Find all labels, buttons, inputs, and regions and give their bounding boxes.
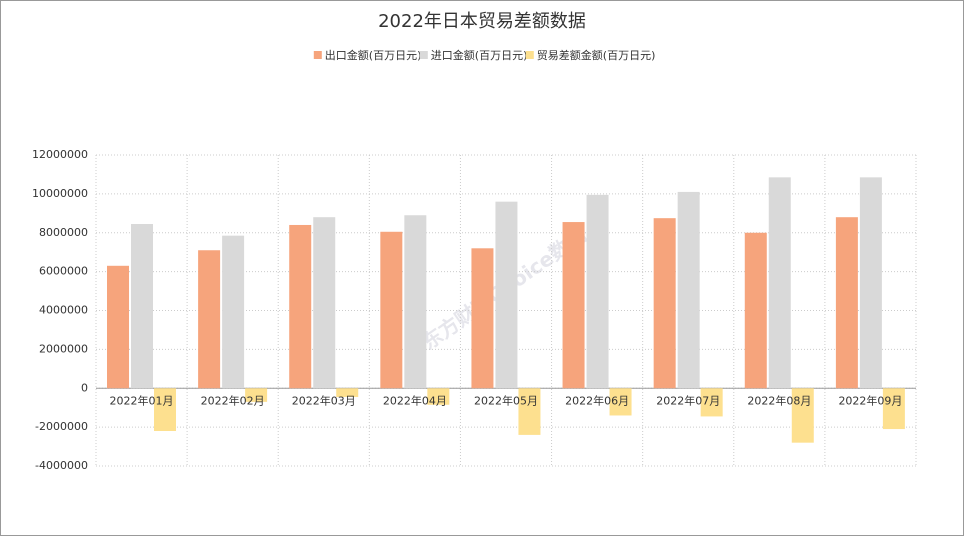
y-tick-label: 8000000: [39, 226, 88, 239]
y-tick-label: 0: [81, 381, 88, 394]
bar: [313, 217, 336, 389]
bar: [882, 388, 905, 430]
bar: [107, 265, 129, 389]
bar: [289, 224, 312, 389]
bar: [404, 215, 427, 389]
bar: [495, 201, 518, 389]
y-tick-label: 12000000: [32, 148, 88, 161]
bar: [835, 217, 858, 389]
bar: [518, 388, 541, 435]
bar: [768, 177, 791, 389]
bar: [562, 222, 585, 389]
bar: [336, 388, 359, 397]
legend-swatch: [419, 51, 428, 59]
bar: [859, 177, 882, 389]
legend-swatch: [525, 51, 534, 59]
x-tick-label: 2022年01月: [110, 393, 174, 407]
y-tick-label: 6000000: [39, 265, 88, 278]
bar: [198, 250, 221, 389]
bar: [586, 194, 609, 389]
y-tick-label: 4000000: [39, 304, 88, 317]
bar: [700, 388, 723, 417]
x-tick-label: 2022年07月: [656, 393, 720, 407]
y-tick-label: -2000000: [35, 420, 88, 433]
x-tick-label: 2022年05月: [474, 393, 538, 407]
y-tick-label: 2000000: [39, 342, 88, 355]
bar: [154, 388, 176, 432]
bar: [471, 248, 494, 389]
bar: [653, 218, 676, 389]
x-tick-label: 2022年02月: [201, 393, 265, 407]
bar: [677, 191, 700, 389]
x-tick-label: 2022年06月: [565, 393, 629, 407]
bar: [609, 388, 632, 416]
legend-label: 贸易差额金额(百万日元): [537, 48, 656, 62]
y-tick-label: 10000000: [32, 187, 88, 200]
x-tick-label: 2022年09月: [838, 393, 902, 407]
x-tick-label: 2022年03月: [292, 393, 356, 407]
legend-label: 进口金额(百万日元): [431, 48, 528, 62]
bar: [380, 231, 403, 389]
x-tick-label: 2022年08月: [747, 393, 811, 407]
x-tick-label: 2022年04月: [383, 393, 447, 407]
bar: [744, 232, 767, 389]
bar: [427, 388, 450, 405]
legend: 出口金额(百万日元) 进口金额(百万日元) 贸易差额金额(百万日元): [313, 48, 656, 62]
bar: [222, 235, 245, 389]
chart-title: 2022年日本贸易差额数据: [378, 11, 586, 32]
bar: [245, 388, 268, 402]
bar: [131, 224, 153, 389]
bar: [791, 388, 814, 443]
legend-label: 出口金额(百万日元): [325, 48, 422, 62]
y-tick-label: -4000000: [35, 459, 88, 472]
legend-swatch: [313, 51, 322, 59]
